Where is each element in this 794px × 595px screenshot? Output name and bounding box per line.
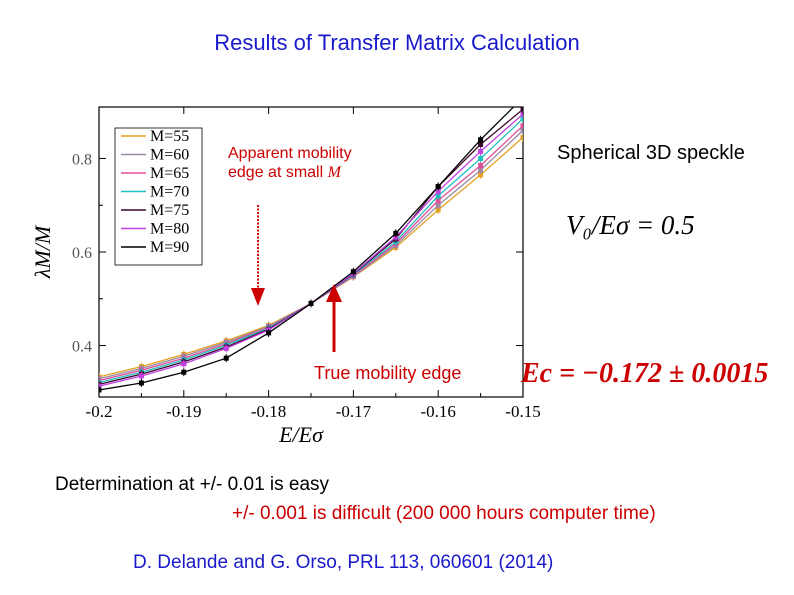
y-tick-label: 0.4 — [72, 339, 92, 356]
x-tick-label: -0.2 — [86, 402, 113, 421]
data-point — [478, 148, 484, 154]
annotation-apparent-line2-text: edge at small — [228, 164, 328, 181]
x-axis-label: E/Eσ — [278, 422, 324, 447]
data-point — [520, 134, 523, 140]
data-point — [520, 116, 523, 122]
legend-label-M=65: M=65 — [150, 165, 189, 182]
legend-label-M=70: M=70 — [150, 184, 189, 201]
annotation-apparent-mobility-edge: Apparent mobility edge at small M — [228, 144, 352, 182]
x-tick-label: -0.15 — [505, 402, 540, 421]
x-tick-label: -0.19 — [166, 402, 201, 421]
y-tick-label: 0.6 — [72, 245, 92, 262]
legend-box — [114, 127, 203, 266]
y-axis-label: λM/M — [30, 224, 55, 279]
slide-title: Results of Transfer Matrix Calculation — [214, 30, 580, 55]
chart-legend: M=55 M=60M=65 M=70M=75 M=80M=90 — [114, 127, 203, 266]
data-point — [393, 230, 399, 236]
data-point — [99, 387, 102, 393]
apparent-edge-arrow-head — [251, 288, 265, 306]
data-point — [478, 141, 484, 147]
data-point — [520, 111, 523, 117]
annotation-true-mobility-edge: True mobility edge — [314, 363, 462, 383]
data-point — [99, 383, 102, 389]
equation-ec: Ec = −0.172 ± 0.0015 — [521, 358, 769, 389]
data-point — [435, 202, 441, 208]
y-tick-label: 0.8 — [72, 151, 92, 168]
data-point — [435, 207, 441, 213]
data-point — [521, 95, 526, 100]
data-point — [478, 162, 484, 168]
series-layer — [99, 95, 526, 394]
data-point — [478, 167, 484, 173]
legend-label-M=80: M=80 — [150, 221, 189, 238]
data-point — [308, 300, 314, 306]
x-tick-label: -0.16 — [420, 402, 455, 421]
data-point — [435, 184, 441, 190]
note-line2: +/- 0.001 is difficult (200 000 hours co… — [232, 503, 656, 524]
data-point — [478, 155, 484, 161]
annotation-apparent-line2: edge at small M — [228, 163, 352, 182]
data-point — [223, 345, 229, 351]
data-point — [435, 193, 441, 199]
data-point — [435, 188, 441, 194]
data-point — [435, 198, 441, 204]
true-edge-arrow-head — [326, 284, 342, 302]
data-point — [181, 361, 187, 367]
data-point — [223, 355, 229, 361]
x-tick-label: -0.18 — [251, 402, 286, 421]
data-point — [520, 127, 523, 133]
legend-label-M=55: M=55 — [150, 128, 189, 145]
legend-label-M=90: M=90 — [150, 239, 189, 256]
annotation-speckle: Spherical 3D speckle — [557, 142, 745, 164]
data-point — [478, 172, 484, 178]
data-point — [478, 137, 484, 143]
data-point — [266, 330, 272, 336]
x-tick-label: -0.17 — [336, 402, 372, 421]
data-point — [520, 107, 523, 112]
annotation-apparent-line1: Apparent mobility — [228, 145, 352, 162]
legend-label-M=60: M=60 — [150, 147, 189, 164]
annotation-apparent-m: M — [327, 164, 341, 181]
data-point — [350, 269, 356, 275]
axis-layer: -0.2 -0.19 -0.18 -0.17 -0.16 -0.15 0.4 0.6 0.8 E/… — [30, 107, 541, 447]
data-point — [181, 369, 187, 375]
data-point — [138, 380, 144, 386]
equation-v0: V₀/Eσ = 0.5 — [566, 210, 695, 240]
legend-label-M=75: M=75 — [150, 202, 189, 219]
citation: D. Delande and G. Orso, PRL 113, 060601 … — [133, 552, 554, 573]
data-point — [520, 123, 523, 129]
data-point — [138, 373, 144, 379]
note-line1: Determination at +/- 0.01 is easy — [55, 474, 330, 495]
